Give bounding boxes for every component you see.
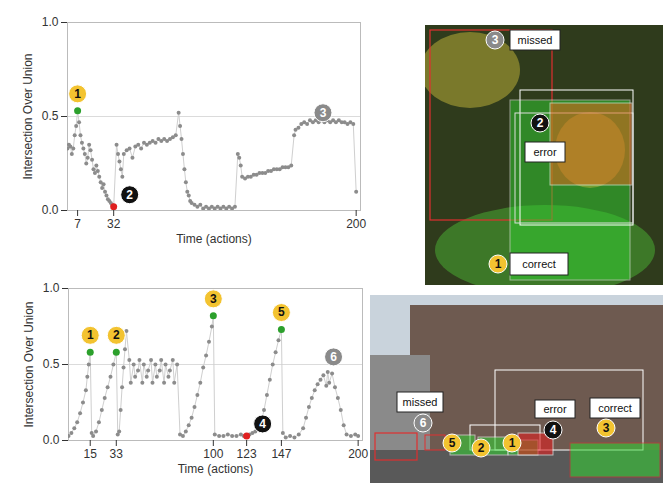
svg-text:correct: correct bbox=[522, 258, 556, 270]
svg-text:2: 2 bbox=[537, 116, 544, 130]
svg-text:15: 15 bbox=[84, 447, 98, 461]
svg-text:2: 2 bbox=[478, 441, 485, 455]
svg-text:6: 6 bbox=[420, 416, 427, 430]
svg-text:5: 5 bbox=[449, 436, 456, 450]
svg-text:100: 100 bbox=[203, 447, 223, 461]
svg-text:0.0: 0.0 bbox=[43, 433, 60, 447]
svg-text:33: 33 bbox=[110, 447, 124, 461]
svg-text:3: 3 bbox=[210, 292, 217, 306]
svg-text:4: 4 bbox=[259, 417, 266, 431]
svg-text:Time (actions): Time (actions) bbox=[178, 462, 254, 476]
svg-text:0.5: 0.5 bbox=[42, 109, 59, 123]
svg-text:32: 32 bbox=[107, 217, 121, 231]
svg-text:147: 147 bbox=[271, 447, 291, 461]
svg-text:2: 2 bbox=[113, 328, 120, 342]
svg-text:3: 3 bbox=[492, 33, 499, 47]
svg-text:missed: missed bbox=[403, 396, 438, 408]
svg-text:2: 2 bbox=[126, 188, 133, 202]
svg-text:1: 1 bbox=[74, 87, 81, 101]
svg-text:3: 3 bbox=[320, 106, 327, 120]
svg-text:0.5: 0.5 bbox=[43, 357, 60, 371]
svg-text:1.0: 1.0 bbox=[42, 15, 59, 29]
svg-text:4: 4 bbox=[550, 423, 557, 437]
svg-text:error: error bbox=[543, 403, 567, 415]
svg-text:123: 123 bbox=[237, 447, 257, 461]
svg-text:Intersection Over Union: Intersection Over Union bbox=[21, 53, 35, 179]
svg-text:missed: missed bbox=[518, 34, 553, 46]
svg-text:0.0: 0.0 bbox=[42, 203, 59, 217]
svg-text:Time (actions): Time (actions) bbox=[176, 232, 252, 246]
svg-text:error: error bbox=[533, 146, 557, 158]
svg-text:1: 1 bbox=[87, 328, 94, 342]
svg-text:correct: correct bbox=[598, 402, 632, 414]
svg-text:5: 5 bbox=[278, 305, 285, 319]
svg-text:7: 7 bbox=[74, 217, 81, 231]
svg-text:3: 3 bbox=[603, 421, 610, 435]
svg-text:1: 1 bbox=[495, 257, 502, 271]
svg-text:1: 1 bbox=[509, 436, 516, 450]
svg-text:Intersection Over Union: Intersection Over Union bbox=[22, 301, 36, 427]
svg-text:6: 6 bbox=[330, 350, 337, 364]
svg-text:1.0: 1.0 bbox=[43, 281, 60, 295]
svg-text:200: 200 bbox=[348, 447, 368, 461]
svg-text:200: 200 bbox=[346, 217, 366, 231]
